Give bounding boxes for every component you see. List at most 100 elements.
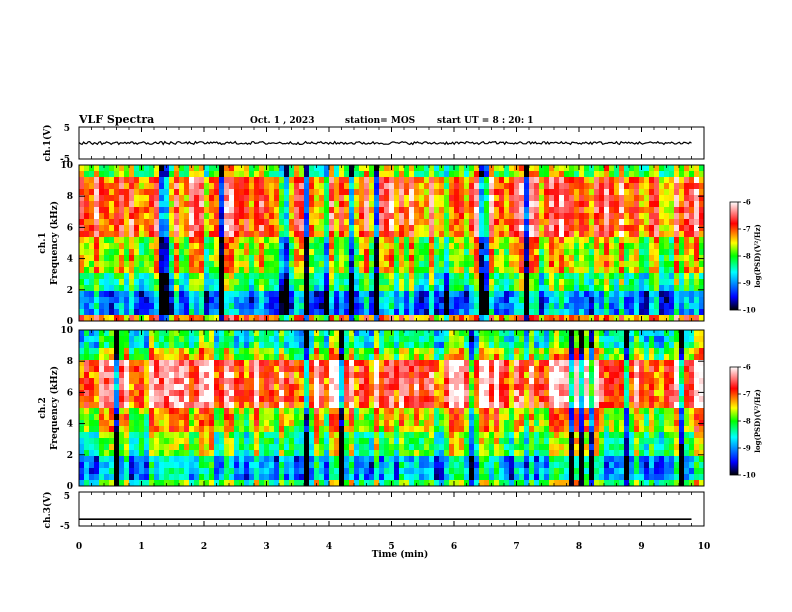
spectrogram-cell xyxy=(114,243,120,250)
spectrogram-cell xyxy=(134,462,140,469)
spectrogram-cell xyxy=(299,273,305,280)
spectrogram-cell xyxy=(139,414,145,421)
spectrogram-cell xyxy=(79,279,85,286)
spectrogram-cell xyxy=(219,438,225,445)
spectrogram-cell xyxy=(234,255,240,262)
spectrogram-cell xyxy=(224,432,230,439)
spectrogram-cell xyxy=(644,213,650,220)
spectrogram-cell xyxy=(79,372,85,379)
spectrogram-cell xyxy=(174,480,180,486)
spectrogram-cell xyxy=(299,219,305,226)
spectrogram-cell xyxy=(509,255,515,262)
spectrogram-cell xyxy=(149,237,155,244)
spectrogram-cell xyxy=(414,303,420,310)
spectrogram-cell xyxy=(179,426,185,433)
spectrogram-cell xyxy=(384,462,390,469)
spectrogram-cell xyxy=(339,243,345,250)
spectrogram-cell xyxy=(209,408,215,415)
spectrogram-cell xyxy=(334,336,340,343)
spectrogram-cell xyxy=(694,255,700,262)
spectrogram-cell xyxy=(159,336,165,343)
spectrogram-cell xyxy=(399,171,405,178)
spectrogram-cell xyxy=(234,390,240,397)
spectrogram-cell xyxy=(484,297,490,304)
spectrogram-cell xyxy=(224,390,230,397)
spectrogram-cell xyxy=(399,480,405,486)
spectrogram-cell xyxy=(449,237,455,244)
spectrogram-cell xyxy=(244,360,250,367)
spectrogram-cell xyxy=(79,462,85,469)
spectrogram-cell xyxy=(224,414,230,421)
spectrogram-cell xyxy=(609,285,615,292)
spectrogram-cell xyxy=(369,432,375,439)
spectrogram-cell xyxy=(699,219,704,226)
spectrogram-cell xyxy=(689,297,695,304)
spectrogram-cell xyxy=(439,285,445,292)
spectrogram-cell xyxy=(379,402,385,409)
spectrogram-cell xyxy=(394,396,400,403)
spectrogram-cell xyxy=(464,207,470,214)
spectrogram-cell xyxy=(459,237,465,244)
spectrogram-cell xyxy=(179,177,185,184)
spectrogram-cell xyxy=(344,396,350,403)
spectrogram-cell xyxy=(659,207,665,214)
spectrogram-cell xyxy=(424,243,430,250)
spectrogram-cell xyxy=(104,360,110,367)
spectrogram-cell xyxy=(419,303,425,310)
spectrogram-cell xyxy=(249,408,255,415)
spectrogram-cell xyxy=(419,231,425,238)
spectrogram-cell xyxy=(209,402,215,409)
spectrogram-cell xyxy=(224,354,230,361)
spectrogram-cell xyxy=(179,330,185,337)
spectrogram-cell xyxy=(264,366,270,373)
spectrogram-cell xyxy=(579,165,585,172)
spectrogram-cell xyxy=(279,348,285,355)
spectrogram-cell xyxy=(159,342,165,349)
spectrogram-cell xyxy=(94,291,100,298)
spectrogram-cell xyxy=(264,438,270,445)
spectrogram-cell xyxy=(414,201,420,208)
spectrogram-cell xyxy=(414,171,420,178)
spectrogram-cell xyxy=(384,336,390,343)
spectrogram-cell xyxy=(94,342,100,349)
spectrogram-cell xyxy=(319,396,325,403)
spectrogram-cell xyxy=(339,408,345,415)
spectrogram-cell xyxy=(114,177,120,184)
spectrogram-cell xyxy=(214,366,220,373)
spectrogram-cell xyxy=(629,225,635,232)
spectrogram-cell xyxy=(279,384,285,391)
spectrogram-cell xyxy=(209,480,215,486)
spectrogram-cell xyxy=(489,309,495,316)
spectrogram-cell xyxy=(254,408,260,415)
spectrogram-cell xyxy=(699,297,704,304)
spectrogram-cell xyxy=(319,414,325,421)
spectrogram-cell xyxy=(254,342,260,349)
spectrogram-cell xyxy=(604,297,610,304)
spectrogram-cell xyxy=(79,426,85,433)
spectrogram-cell xyxy=(114,348,120,355)
spectrogram-cell xyxy=(689,291,695,298)
spectrogram-cell xyxy=(384,396,390,403)
spectrogram-cell xyxy=(399,468,405,475)
spectrogram-cell xyxy=(554,243,560,250)
spectrogram-cell xyxy=(469,165,475,172)
spectrogram-cell xyxy=(389,273,395,280)
spectrogram-cell xyxy=(219,462,225,469)
spectrogram-cell xyxy=(684,303,690,310)
spectrogram-cell xyxy=(204,189,210,196)
spectrogram-cell xyxy=(544,279,550,286)
spectrogram-cell xyxy=(229,354,235,361)
spectrogram-cell xyxy=(84,171,90,178)
spectrogram-cell xyxy=(359,285,365,292)
spectrogram-cell xyxy=(274,390,280,397)
spectrogram-cell xyxy=(154,414,160,421)
spectrogram-cell xyxy=(519,309,525,316)
spectrogram-cell xyxy=(594,315,600,321)
spectrogram-cell xyxy=(644,249,650,256)
spectrogram-cell xyxy=(574,249,580,256)
spectrogram-cell xyxy=(204,414,210,421)
spectrogram-cell xyxy=(609,189,615,196)
spectrogram-cell xyxy=(429,219,435,226)
spectrogram-cell xyxy=(594,291,600,298)
spectrogram-cell xyxy=(209,237,215,244)
